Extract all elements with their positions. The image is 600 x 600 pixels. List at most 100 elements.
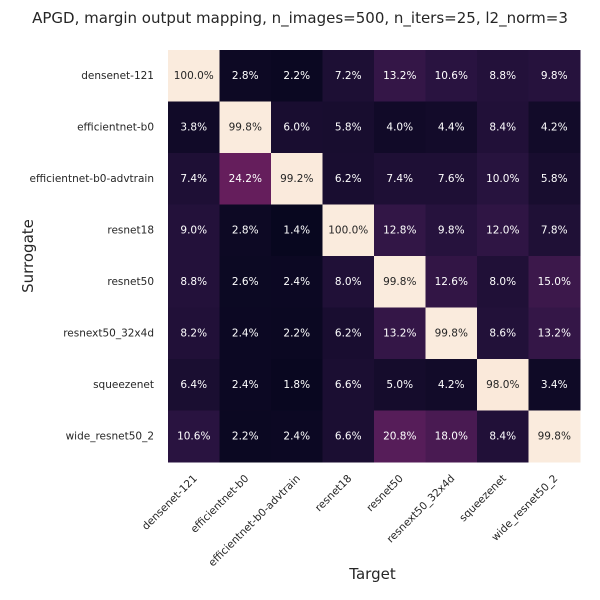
y-tick-label: efficientnet-b0 <box>77 121 154 133</box>
cell-value-label: 100.0% <box>328 224 368 236</box>
heatmap-cell <box>528 410 581 463</box>
heatmap-cell <box>219 307 272 360</box>
cell-value-label: 6.2% <box>335 327 362 339</box>
cell-value-label: 12.8% <box>383 224 416 236</box>
heatmap-cell <box>477 50 529 102</box>
chart-title: APGD, margin output mapping, n_images=50… <box>32 9 568 28</box>
cell-value-label: 99.8% <box>538 430 571 442</box>
heatmap-cell <box>425 256 478 308</box>
cell-value-label: 8.4% <box>489 121 516 133</box>
heatmap-cell <box>477 101 529 154</box>
heatmap-cell <box>374 101 426 154</box>
heatmap-cell <box>477 256 529 308</box>
cell-value-label: 4.2% <box>438 379 465 391</box>
heatmap-cells: 100.0% 2.8% 2.2% 7.2% 13.2% 10.6% 8.8% 9.8% 3.8%… <box>168 50 581 463</box>
heatmap-cell <box>168 153 220 205</box>
cell-value-label: 8.4% <box>489 430 516 442</box>
heatmap-cell <box>425 410 478 463</box>
heatmap-cell <box>528 307 581 360</box>
cell-value-label: 2.8% <box>232 224 259 236</box>
heatmap-cell <box>528 359 581 411</box>
y-tick-label: squeezenet <box>93 379 154 391</box>
heatmap-cell <box>322 204 375 257</box>
cell-value-label: 99.8% <box>229 121 262 133</box>
heatmap-cell <box>528 204 581 257</box>
cell-value-label: 9.8% <box>438 224 465 236</box>
cell-value-label: 12.6% <box>435 276 468 288</box>
cell-value-label: 24.2% <box>229 173 262 185</box>
heatmap-cell <box>219 410 272 463</box>
cell-value-label: 13.2% <box>383 70 416 82</box>
heatmap-cell <box>322 359 375 411</box>
heatmap-cell <box>374 153 426 205</box>
heatmap-cell <box>168 410 220 463</box>
heatmap-cell <box>425 359 478 411</box>
heatmap-cell <box>374 359 426 411</box>
y-axis-label: Surrogate <box>19 219 37 293</box>
heatmap-cell <box>271 410 323 463</box>
heatmap-cell <box>168 50 220 102</box>
heatmap-cell <box>271 359 323 411</box>
y-tick-label: resnet50 <box>107 276 154 288</box>
cell-value-label: 1.4% <box>283 224 310 236</box>
heatmap-cell <box>322 410 375 463</box>
cell-value-label: 6.4% <box>180 379 207 391</box>
cell-value-label: 4.2% <box>541 121 568 133</box>
heatmap-cell <box>374 204 426 257</box>
heatmap-cell <box>477 153 529 205</box>
heatmap-cell <box>219 204 272 257</box>
heatmap-cell <box>374 50 426 102</box>
cell-value-label: 1.8% <box>283 379 310 391</box>
heatmap-cell <box>322 307 375 360</box>
cell-value-label: 99.2% <box>280 173 313 185</box>
cell-value-label: 2.6% <box>232 276 259 288</box>
heatmap-cell <box>528 153 581 205</box>
x-tick-label: resnet18 <box>313 473 354 514</box>
cell-value-label: 99.8% <box>435 327 468 339</box>
x-axis-label: Target <box>348 565 396 583</box>
heatmap-cell <box>271 204 323 257</box>
heatmap-cell <box>168 101 220 154</box>
cell-value-label: 5.0% <box>386 379 413 391</box>
heatmap-cell <box>271 256 323 308</box>
heatmap-cell <box>425 101 478 154</box>
cell-value-label: 7.6% <box>438 173 465 185</box>
y-tick-labels: densenet-121 efficientnet-b0 efficientnet-… <box>30 70 154 443</box>
cell-value-label: 100.0% <box>174 70 214 82</box>
cell-value-label: 10.6% <box>177 430 210 442</box>
cell-value-label: 6.6% <box>335 430 362 442</box>
y-tick-label: wide_resnet50_2 <box>66 430 154 442</box>
cell-value-label: 5.8% <box>541 173 568 185</box>
cell-value-label: 2.2% <box>283 327 310 339</box>
cell-value-label: 8.0% <box>489 276 516 288</box>
cell-value-label: 2.4% <box>283 276 310 288</box>
x-tick-label: resnet50 <box>364 473 405 514</box>
heatmap-cell <box>219 101 272 154</box>
cell-value-label: 2.4% <box>283 430 310 442</box>
cell-value-label: 9.8% <box>541 70 568 82</box>
cell-value-label: 9.0% <box>180 224 207 236</box>
y-tick-label: densenet-121 <box>81 70 154 82</box>
heatmap-cell <box>425 204 478 257</box>
cell-value-label: 13.2% <box>383 327 416 339</box>
heatmap-cell <box>528 101 581 154</box>
cell-value-label: 8.6% <box>489 327 516 339</box>
cell-value-label: 2.2% <box>283 70 310 82</box>
y-tick-label: resnext50_32x4d <box>63 327 154 339</box>
cell-value-label: 99.8% <box>383 276 416 288</box>
cell-value-label: 7.8% <box>541 224 568 236</box>
cell-value-label: 2.8% <box>232 70 259 82</box>
heatmap-cell <box>374 410 426 463</box>
cell-value-label: 10.0% <box>486 173 519 185</box>
heatmap-cell <box>374 307 426 360</box>
cell-value-label: 4.0% <box>386 121 413 133</box>
y-tick-label: efficientnet-b0-advtrain <box>30 173 154 185</box>
cell-value-label: 8.0% <box>335 276 362 288</box>
heatmap-cell <box>425 153 478 205</box>
heatmap-cell <box>322 50 375 102</box>
cell-value-label: 6.6% <box>335 379 362 391</box>
cell-value-label: 2.4% <box>232 379 259 391</box>
cell-value-label: 6.2% <box>335 173 362 185</box>
heatmap-cell <box>425 307 478 360</box>
cell-value-label: 8.8% <box>180 276 207 288</box>
